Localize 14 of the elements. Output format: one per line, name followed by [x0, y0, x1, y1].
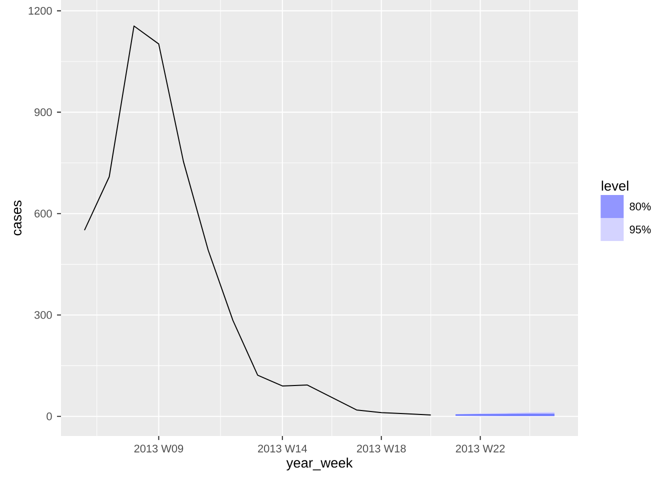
y-tick-label: 600 — [34, 210, 52, 218]
x-tick-label: 2013 W18 — [356, 444, 406, 452]
legend-label: 95% — [630, 226, 651, 234]
y-tick-label: 300 — [34, 311, 52, 319]
y-tick-label: 1200 — [28, 6, 52, 15]
x-tick-label: 2013 W14 — [258, 444, 307, 452]
x-tick-label: 2013 W22 — [456, 444, 505, 452]
y-tick-label: 0 — [46, 412, 52, 420]
y-axis-title: cases — [14, 200, 22, 236]
x-tick-label: 2013 W09 — [134, 444, 184, 452]
legend-title: level — [602, 180, 628, 191]
legend-label: 80% — [630, 202, 651, 210]
y-tick-label: 900 — [34, 108, 52, 116]
x-axis-title: year_week — [286, 458, 353, 470]
